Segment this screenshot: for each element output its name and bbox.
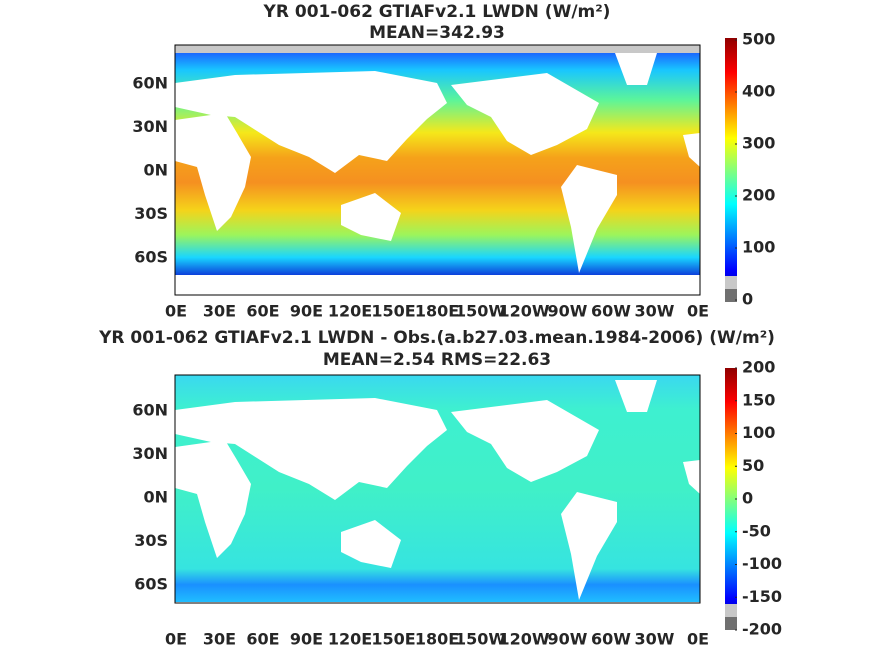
lon-label: 120W: [498, 302, 549, 321]
colorbar-tick-label: 100: [742, 423, 775, 442]
lon-label: 120W: [498, 630, 549, 649]
lon-label: 120E: [328, 630, 372, 649]
lon-label: 180E: [415, 302, 459, 321]
lon-label: 150E: [371, 302, 415, 321]
lon-label: 60W: [591, 630, 631, 649]
lon-label: 90E: [290, 630, 323, 649]
colorbar-tick-label: 50: [742, 456, 764, 475]
colorbar-tick-label: -150: [742, 587, 782, 606]
colorbar-tick-label: 150: [742, 390, 775, 409]
lon-label: 90E: [290, 302, 323, 321]
lon-label: 60E: [246, 630, 279, 649]
lon-label: 0E: [165, 630, 187, 649]
lat-label: 60N: [132, 74, 168, 93]
panel-1: YR 001-062 GTIAFv2.1 LWDN (W/m²) MEAN=34…: [174, 2, 737, 305]
lon-label: 60E: [246, 302, 279, 321]
lon-label: 120E: [328, 302, 372, 321]
lon-label: 30E: [203, 630, 236, 649]
panel-title: YR 001-062 GTIAFv2.1 LWDN (W/m²): [263, 2, 611, 22]
lon-label: 0E: [687, 302, 709, 321]
lon-label: 180E: [415, 630, 459, 649]
lon-label: 90W: [548, 302, 588, 321]
panel-subtitle: MEAN=2.54 RMS=22.63: [323, 350, 551, 370]
lon-label: 0E: [687, 630, 709, 649]
lon-label: 90W: [548, 630, 588, 649]
colorbar-tick-label: 0: [742, 489, 753, 508]
panel-title: YR 001-062 GTIAFv2.1 LWDN - Obs.(a.b27.0…: [98, 328, 775, 348]
lat-label: 60S: [134, 575, 168, 594]
colorbar-tick-label: 200: [742, 186, 775, 205]
lon-label: 30W: [635, 630, 675, 649]
lon-label: 30E: [203, 302, 236, 321]
lat-label: 30N: [132, 444, 168, 463]
lon-label: 150W: [455, 630, 506, 649]
panel-subtitle: MEAN=342.93: [369, 23, 505, 43]
colorbar-tick-label: 100: [742, 238, 775, 257]
lat-label: 60S: [134, 248, 168, 267]
colorbar-tick-label: 0: [742, 290, 753, 309]
colorbar-tick-label: -100: [742, 554, 782, 573]
lon-label: 150E: [371, 630, 415, 649]
panel-2: YR 001-062 GTIAFv2.1 LWDN - Obs.(a.b27.0…: [98, 328, 775, 632]
colorbar-tick-label: 500: [742, 30, 775, 49]
colorbar-tick-label: 200: [742, 358, 775, 377]
lon-label: 60W: [591, 302, 631, 321]
colorbar: [725, 38, 737, 302]
lat-label: 0N: [143, 488, 168, 507]
lon-label: 0E: [165, 302, 187, 321]
lat-label: 30N: [132, 117, 168, 136]
lat-label: 30S: [134, 531, 168, 550]
colorbar: [725, 368, 737, 630]
colorbar-tick-label: 400: [742, 82, 775, 101]
lat-label: 60N: [132, 401, 168, 420]
colorbar-tick-label: 300: [742, 134, 775, 153]
lat-label: 30S: [134, 204, 168, 223]
lat-label: 0N: [143, 161, 168, 180]
lon-label: 150W: [455, 302, 506, 321]
map: [174, 44, 701, 305]
colorbar-tick-label: -50: [742, 521, 771, 540]
colorbar-tick-label: -200: [742, 620, 782, 639]
lon-label: 30W: [635, 302, 675, 321]
map: [174, 374, 701, 632]
